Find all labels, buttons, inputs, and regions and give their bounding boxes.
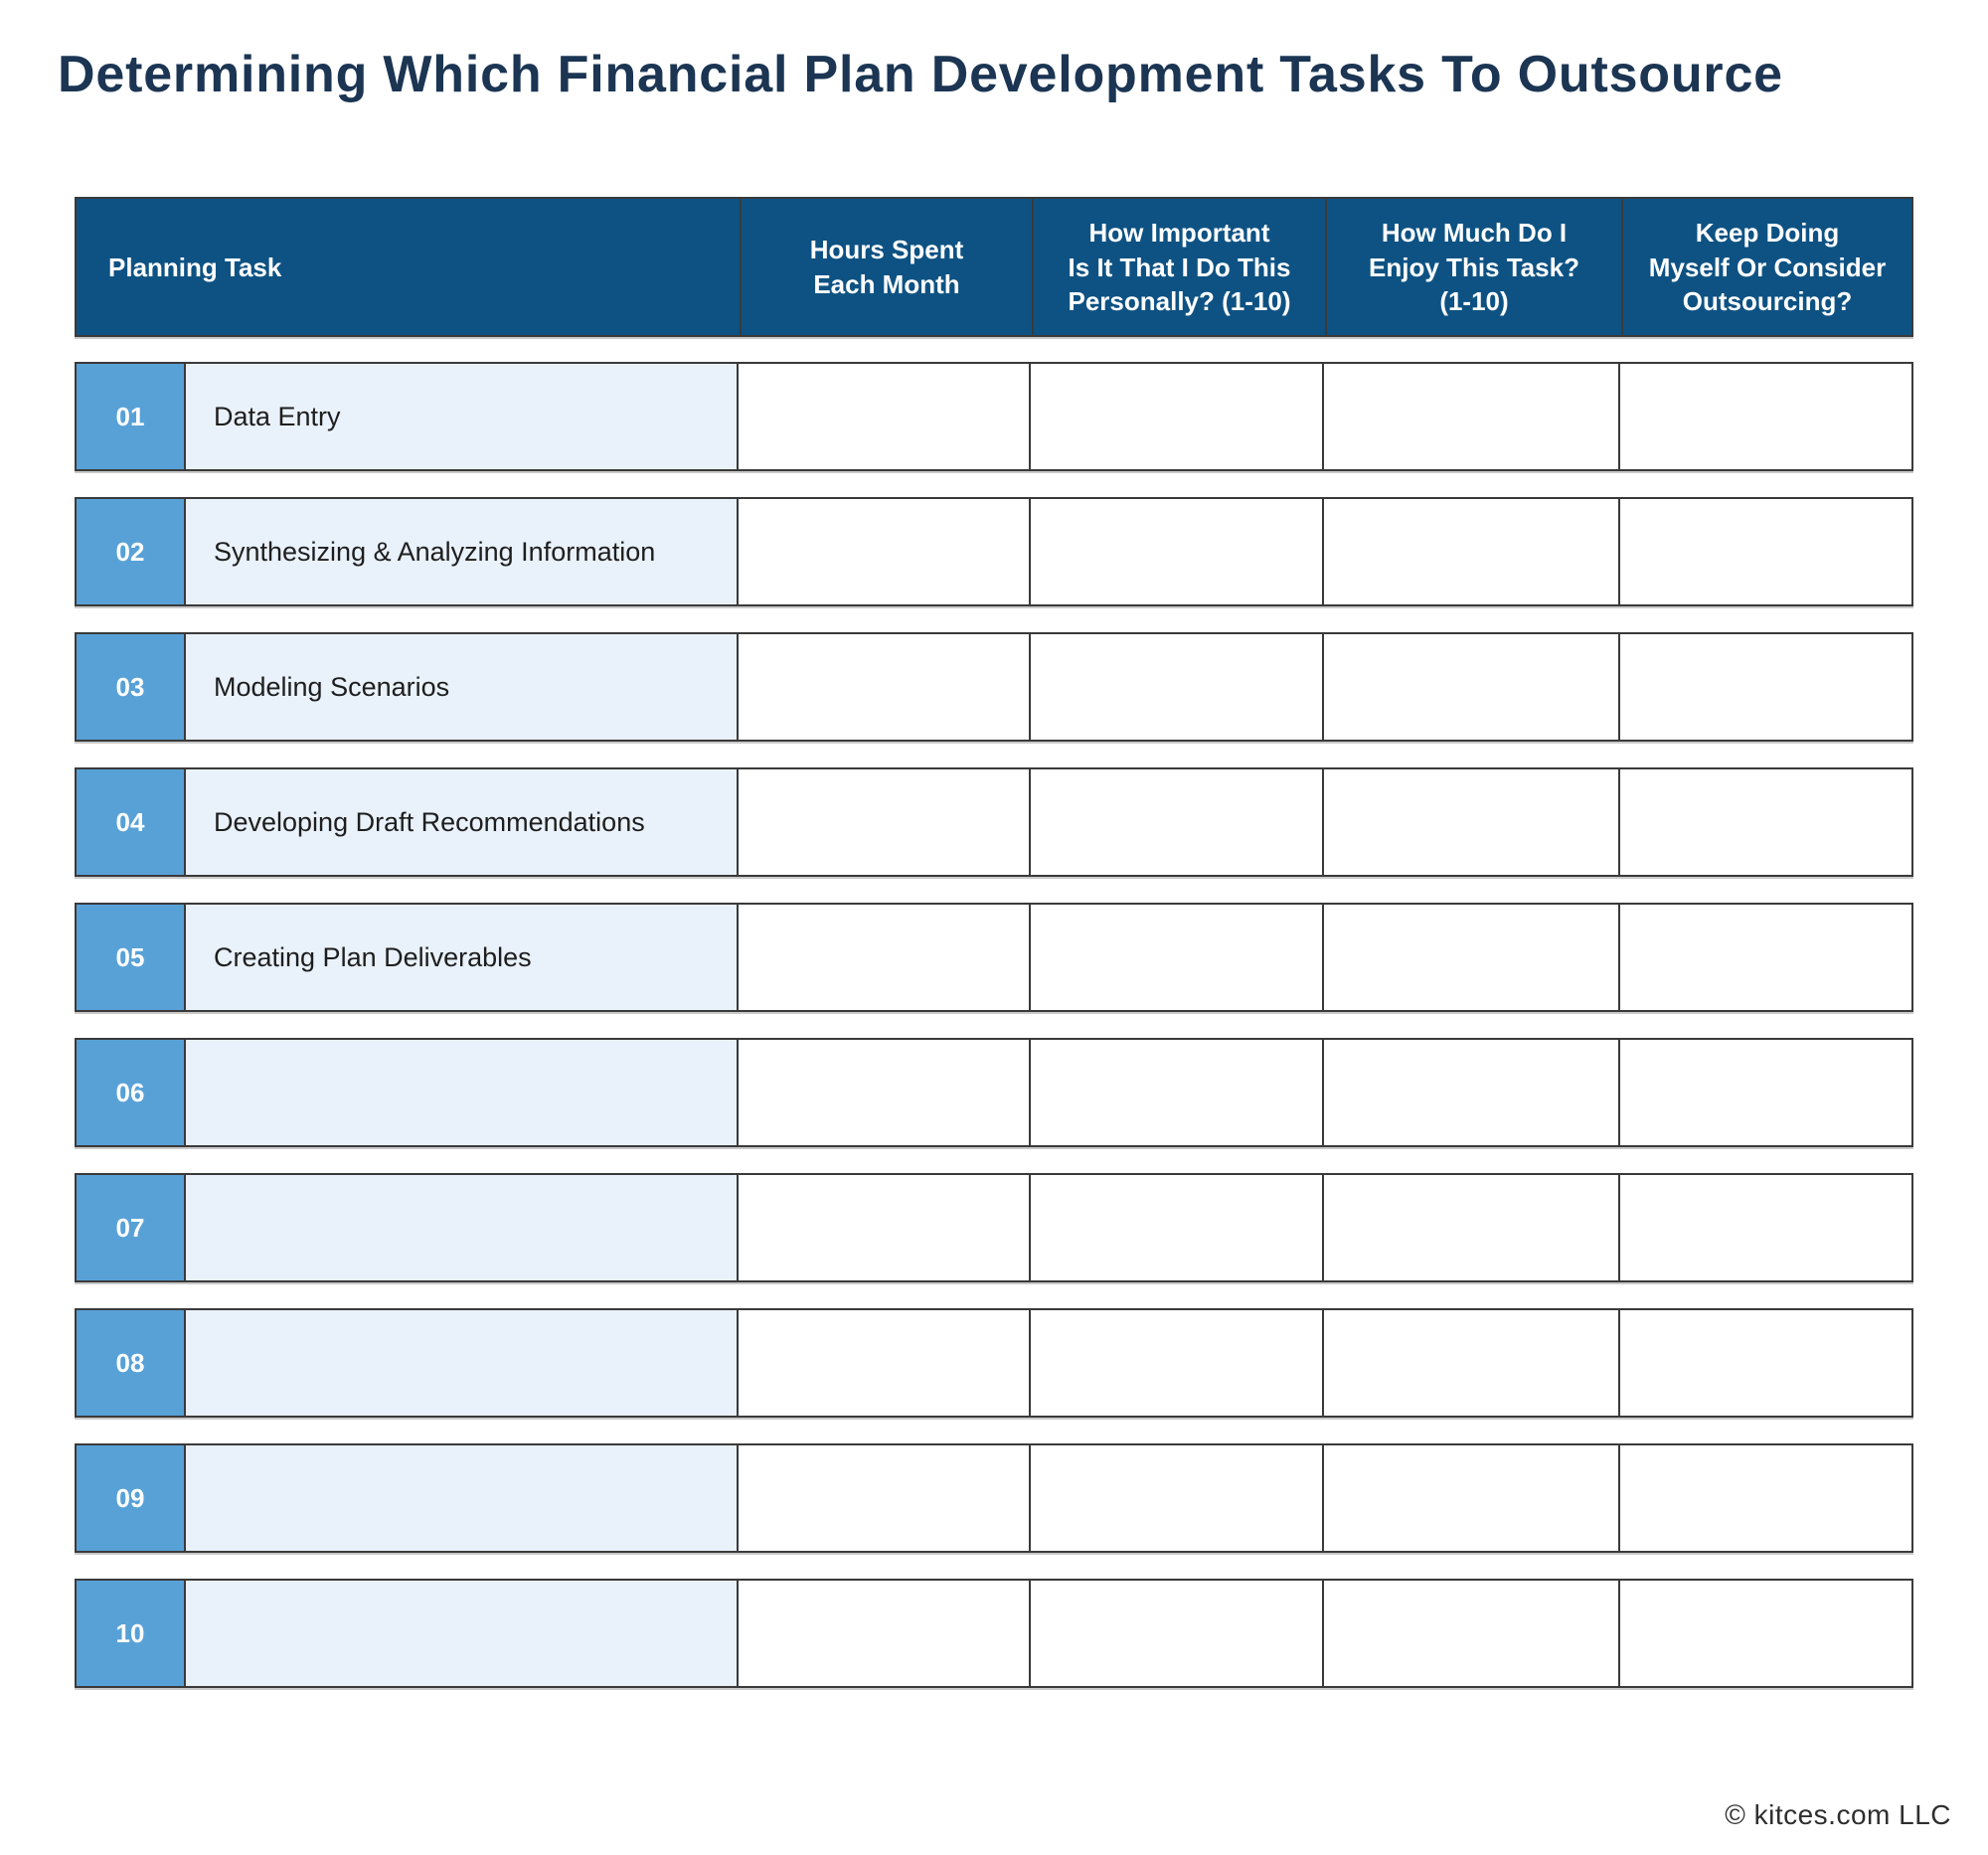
row-number-badge: 06 xyxy=(77,1040,184,1146)
table-row: 08 xyxy=(75,1308,1913,1419)
row-number-badge: 08 xyxy=(77,1310,184,1417)
table-row: 09 xyxy=(75,1443,1913,1554)
table-row: 10 xyxy=(75,1579,1913,1689)
row-number-badge: 02 xyxy=(77,499,184,605)
hours-cell[interactable] xyxy=(737,1581,1029,1687)
enjoyment-cell[interactable] xyxy=(1322,1310,1618,1417)
importance-cell[interactable] xyxy=(1029,1175,1322,1281)
decision-cell[interactable] xyxy=(1618,364,1911,470)
task-cell[interactable] xyxy=(184,1445,737,1552)
worksheet-table: Planning Task Hours Spent Each Month How… xyxy=(75,197,1913,1689)
row-number-badge: 01 xyxy=(77,364,184,470)
enjoyment-cell[interactable] xyxy=(1322,1445,1618,1552)
hours-cell[interactable] xyxy=(737,769,1029,876)
row-number-badge: 04 xyxy=(77,769,184,876)
row-number-badge: 05 xyxy=(77,905,184,1011)
enjoyment-cell[interactable] xyxy=(1322,364,1618,470)
importance-cell[interactable] xyxy=(1029,905,1322,1011)
enjoyment-cell[interactable] xyxy=(1322,1581,1618,1687)
table-rows: 01 Data Entry 02 Synthesizing & Analyzin… xyxy=(75,362,1913,1689)
task-cell[interactable] xyxy=(184,1581,737,1687)
enjoyment-cell[interactable] xyxy=(1322,769,1618,876)
task-cell: Creating Plan Deliverables xyxy=(184,905,737,1011)
enjoyment-cell[interactable] xyxy=(1322,634,1618,741)
header-cell-enjoyment: How Much Do I Enjoy This Task? (1-10) xyxy=(1325,199,1621,336)
importance-cell[interactable] xyxy=(1029,769,1322,876)
row-number-badge: 09 xyxy=(77,1445,184,1552)
hours-cell[interactable] xyxy=(737,1040,1029,1146)
importance-cell[interactable] xyxy=(1029,1445,1322,1552)
decision-cell[interactable] xyxy=(1618,769,1911,876)
importance-cell[interactable] xyxy=(1029,364,1322,470)
table-row: 06 xyxy=(75,1038,1913,1148)
importance-cell[interactable] xyxy=(1029,634,1322,741)
hours-cell[interactable] xyxy=(737,634,1029,741)
importance-cell[interactable] xyxy=(1029,1581,1322,1687)
task-cell: Developing Draft Recommendations xyxy=(184,769,737,876)
table-row: 02 Synthesizing & Analyzing Information xyxy=(75,497,1913,607)
header-cell-hours: Hours Spent Each Month xyxy=(740,199,1032,336)
task-cell: Data Entry xyxy=(184,364,737,470)
footer-copyright: © kitces.com LLC xyxy=(1725,1799,1951,1830)
decision-cell[interactable] xyxy=(1618,1040,1911,1146)
row-number-badge: 10 xyxy=(77,1581,184,1687)
row-number-badge: 03 xyxy=(77,634,184,741)
enjoyment-cell[interactable] xyxy=(1322,1175,1618,1281)
task-cell[interactable] xyxy=(184,1040,737,1146)
decision-cell[interactable] xyxy=(1618,499,1911,605)
page-title: Determining Which Financial Plan Develop… xyxy=(58,46,1783,103)
importance-cell[interactable] xyxy=(1029,1310,1322,1417)
task-cell: Synthesizing & Analyzing Information xyxy=(184,499,737,605)
header-cell-planning-task: Planning Task xyxy=(108,252,282,282)
enjoyment-cell[interactable] xyxy=(1322,1040,1618,1146)
table-row: 03 Modeling Scenarios xyxy=(75,632,1913,743)
task-cell: Modeling Scenarios xyxy=(184,634,737,741)
table-row: 05 Creating Plan Deliverables xyxy=(75,903,1913,1013)
task-cell[interactable] xyxy=(184,1310,737,1417)
row-number-badge: 07 xyxy=(77,1175,184,1281)
table-row: 07 xyxy=(75,1173,1913,1283)
hours-cell[interactable] xyxy=(737,1445,1029,1552)
decision-cell[interactable] xyxy=(1618,1175,1911,1281)
importance-cell[interactable] xyxy=(1029,1040,1322,1146)
table-header: Planning Task Hours Spent Each Month How… xyxy=(75,197,1913,338)
hours-cell[interactable] xyxy=(737,1310,1029,1417)
decision-cell[interactable] xyxy=(1618,1445,1911,1552)
hours-cell[interactable] xyxy=(737,364,1029,470)
task-cell[interactable] xyxy=(184,1175,737,1281)
enjoyment-cell[interactable] xyxy=(1322,905,1618,1011)
decision-cell[interactable] xyxy=(1618,1581,1911,1687)
enjoyment-cell[interactable] xyxy=(1322,499,1618,605)
hours-cell[interactable] xyxy=(737,905,1029,1011)
importance-cell[interactable] xyxy=(1029,499,1322,605)
header-cell-importance: How Important Is It That I Do This Perso… xyxy=(1032,199,1325,336)
decision-cell[interactable] xyxy=(1618,1310,1911,1417)
hours-cell[interactable] xyxy=(737,499,1029,605)
header-cell-decision: Keep Doing Myself Or Consider Outsourcin… xyxy=(1621,199,1911,336)
decision-cell[interactable] xyxy=(1618,634,1911,741)
table-row: 01 Data Entry xyxy=(75,362,1913,472)
hours-cell[interactable] xyxy=(737,1175,1029,1281)
decision-cell[interactable] xyxy=(1618,905,1911,1011)
table-row: 04 Developing Draft Recommendations xyxy=(75,767,1913,878)
